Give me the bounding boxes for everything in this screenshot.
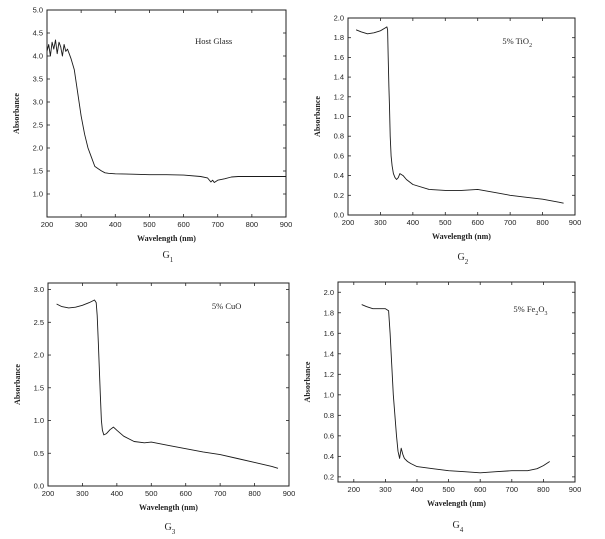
x-tick-label: 300: [379, 485, 392, 494]
y-tick-label: 0.0: [34, 482, 44, 491]
y-tick-label: 2.0: [334, 14, 344, 23]
y-tick-label: 4.0: [33, 52, 43, 61]
panel-caption: G3: [165, 522, 176, 536]
y-tick-label: 2.0: [33, 144, 43, 153]
y-tick-label: 5.0: [33, 6, 43, 15]
chart-panels: 200 300 400 500 600 700 800 900 1.0 1.5 2.0 2.5 3.0 3…: [12, 6, 581, 537]
y-tick-label: 1.0: [33, 190, 43, 199]
y-tick-label: 2.0: [34, 351, 44, 360]
x-axis-title: Wavelength (nm): [139, 503, 198, 512]
x-tick-label: 500: [439, 218, 452, 227]
y-tick-label: 0.0: [334, 211, 344, 220]
y-tick-label: 0.4: [324, 452, 334, 461]
y-tick-label: 0.6: [334, 151, 344, 160]
x-tick-label: 800: [536, 218, 549, 227]
annotation-label: 5% Fe2O3: [513, 304, 547, 317]
absorbance-series-line: [46, 39, 286, 183]
x-tick-label: 200: [348, 485, 361, 494]
y-tick-label: 1.2: [324, 370, 334, 379]
x-tick-label: 300: [374, 218, 387, 227]
x-tick-label: 400: [111, 489, 124, 498]
x-tick-label: 800: [537, 485, 550, 494]
x-tick-label: 300: [75, 220, 88, 229]
plot-frame: [47, 282, 290, 487]
x-tick-label: 800: [246, 220, 259, 229]
x-tick-label: 500: [145, 489, 158, 498]
absorbance-series-line: [56, 299, 279, 469]
x-tick-label: 300: [76, 489, 89, 498]
x-tick-label: 400: [407, 218, 420, 227]
x-tick-label: 600: [474, 485, 487, 494]
x-axis-title: Wavelength (nm): [432, 232, 491, 241]
y-axis-title: Absorbance: [12, 93, 21, 134]
x-tick-label: 900: [283, 489, 296, 498]
y-axis-title: Absorbance: [313, 96, 322, 137]
y-tick-label: 0.4: [334, 171, 344, 180]
y-tick-label: 3.0: [34, 285, 44, 294]
y-tick-label: 2.5: [33, 121, 43, 130]
y-axis-title: Absorbance: [13, 364, 22, 405]
x-tick-label: 700: [506, 485, 519, 494]
x-tick-label: 600: [179, 489, 192, 498]
plot-frame: [337, 281, 576, 483]
annotation-label: 5% TiO2: [502, 36, 532, 49]
y-tick-label: 0.8: [324, 411, 334, 420]
y-tick-label: 1.2: [334, 92, 344, 101]
x-tick-label: 200: [42, 489, 55, 498]
annotation-label: Host Glass: [195, 36, 232, 46]
x-tick-label: 600: [177, 220, 190, 229]
y-tick-label: 0.2: [334, 191, 344, 200]
annotation-label: 5% CuO: [212, 301, 242, 311]
x-tick-label: 700: [211, 220, 224, 229]
y-tick-label: 0.6: [324, 431, 334, 440]
x-tick-label: 500: [143, 220, 156, 229]
x-tick-label: 700: [214, 489, 227, 498]
x-tick-label: 600: [471, 218, 484, 227]
chart-panel-g1: 200 300 400 500 600 700 800 900 1.0 1.5 2.0 2.5 3.0 3…: [12, 6, 292, 265]
y-axis-title: Absorbance: [303, 361, 312, 402]
y-tick-label: 1.6: [324, 329, 334, 338]
x-tick-label: 200: [342, 218, 355, 227]
chart-panel-g2: 200 300 400 500 600 700 800 900 0.0 0.2 0.4 0.6 0.8 1…: [313, 14, 581, 267]
y-tick-label: 1.8: [334, 33, 344, 42]
y-tick-label: 2.0: [324, 288, 334, 297]
y-tick-label: 1.4: [334, 73, 344, 82]
x-tick-label: 400: [411, 485, 424, 494]
x-tick-label: 500: [442, 485, 455, 494]
absorbance-series-line: [355, 26, 564, 204]
panel-caption: G4: [453, 520, 464, 534]
y-tick-label: 1.0: [334, 112, 344, 121]
y-tick-label: 1.5: [34, 383, 44, 392]
plot-frame: [347, 17, 576, 216]
y-tick-label: 1.6: [334, 53, 344, 62]
y-tick-label: 1.4: [324, 349, 334, 358]
y-tick-label: 3.5: [33, 75, 43, 84]
y-tick-label: 0.5: [34, 449, 44, 458]
y-tick-label: 1.8: [324, 308, 334, 317]
x-tick-label: 800: [248, 489, 261, 498]
absorbance-series-line: [361, 304, 550, 474]
y-tick-label: 1.5: [33, 167, 43, 176]
x-tick-label: 700: [504, 218, 517, 227]
x-tick-label: 900: [569, 218, 582, 227]
chart-panel-g3: 200 300 400 500 600 700 800 900 0.0 0.5 1.0 1.5 2.0 2…: [13, 282, 296, 536]
panel-caption: G2: [458, 252, 469, 266]
y-tick-label: 0.2: [324, 472, 334, 481]
plot-frame: [46, 9, 287, 218]
chart-panel-g4: 200 300 400 500 600 700 800 900 0.2 0.4 0.6 0.8 1.0 1…: [303, 281, 582, 534]
x-tick-label: 900: [569, 485, 582, 494]
y-tick-label: 2.5: [34, 318, 44, 327]
y-tick-label: 3.0: [33, 98, 43, 107]
x-tick-label: 200: [41, 220, 54, 229]
panel-caption: G1: [163, 250, 174, 264]
y-tick-label: 4.5: [33, 29, 43, 38]
x-tick-label: 900: [280, 220, 293, 229]
x-tick-label: 400: [109, 220, 122, 229]
x-axis-title: Wavelength (nm): [137, 234, 196, 243]
y-tick-label: 0.8: [334, 132, 344, 141]
y-tick-label: 1.0: [34, 416, 44, 425]
x-axis-title: Wavelength (nm): [427, 499, 486, 508]
y-tick-label: 1.0: [324, 390, 334, 399]
